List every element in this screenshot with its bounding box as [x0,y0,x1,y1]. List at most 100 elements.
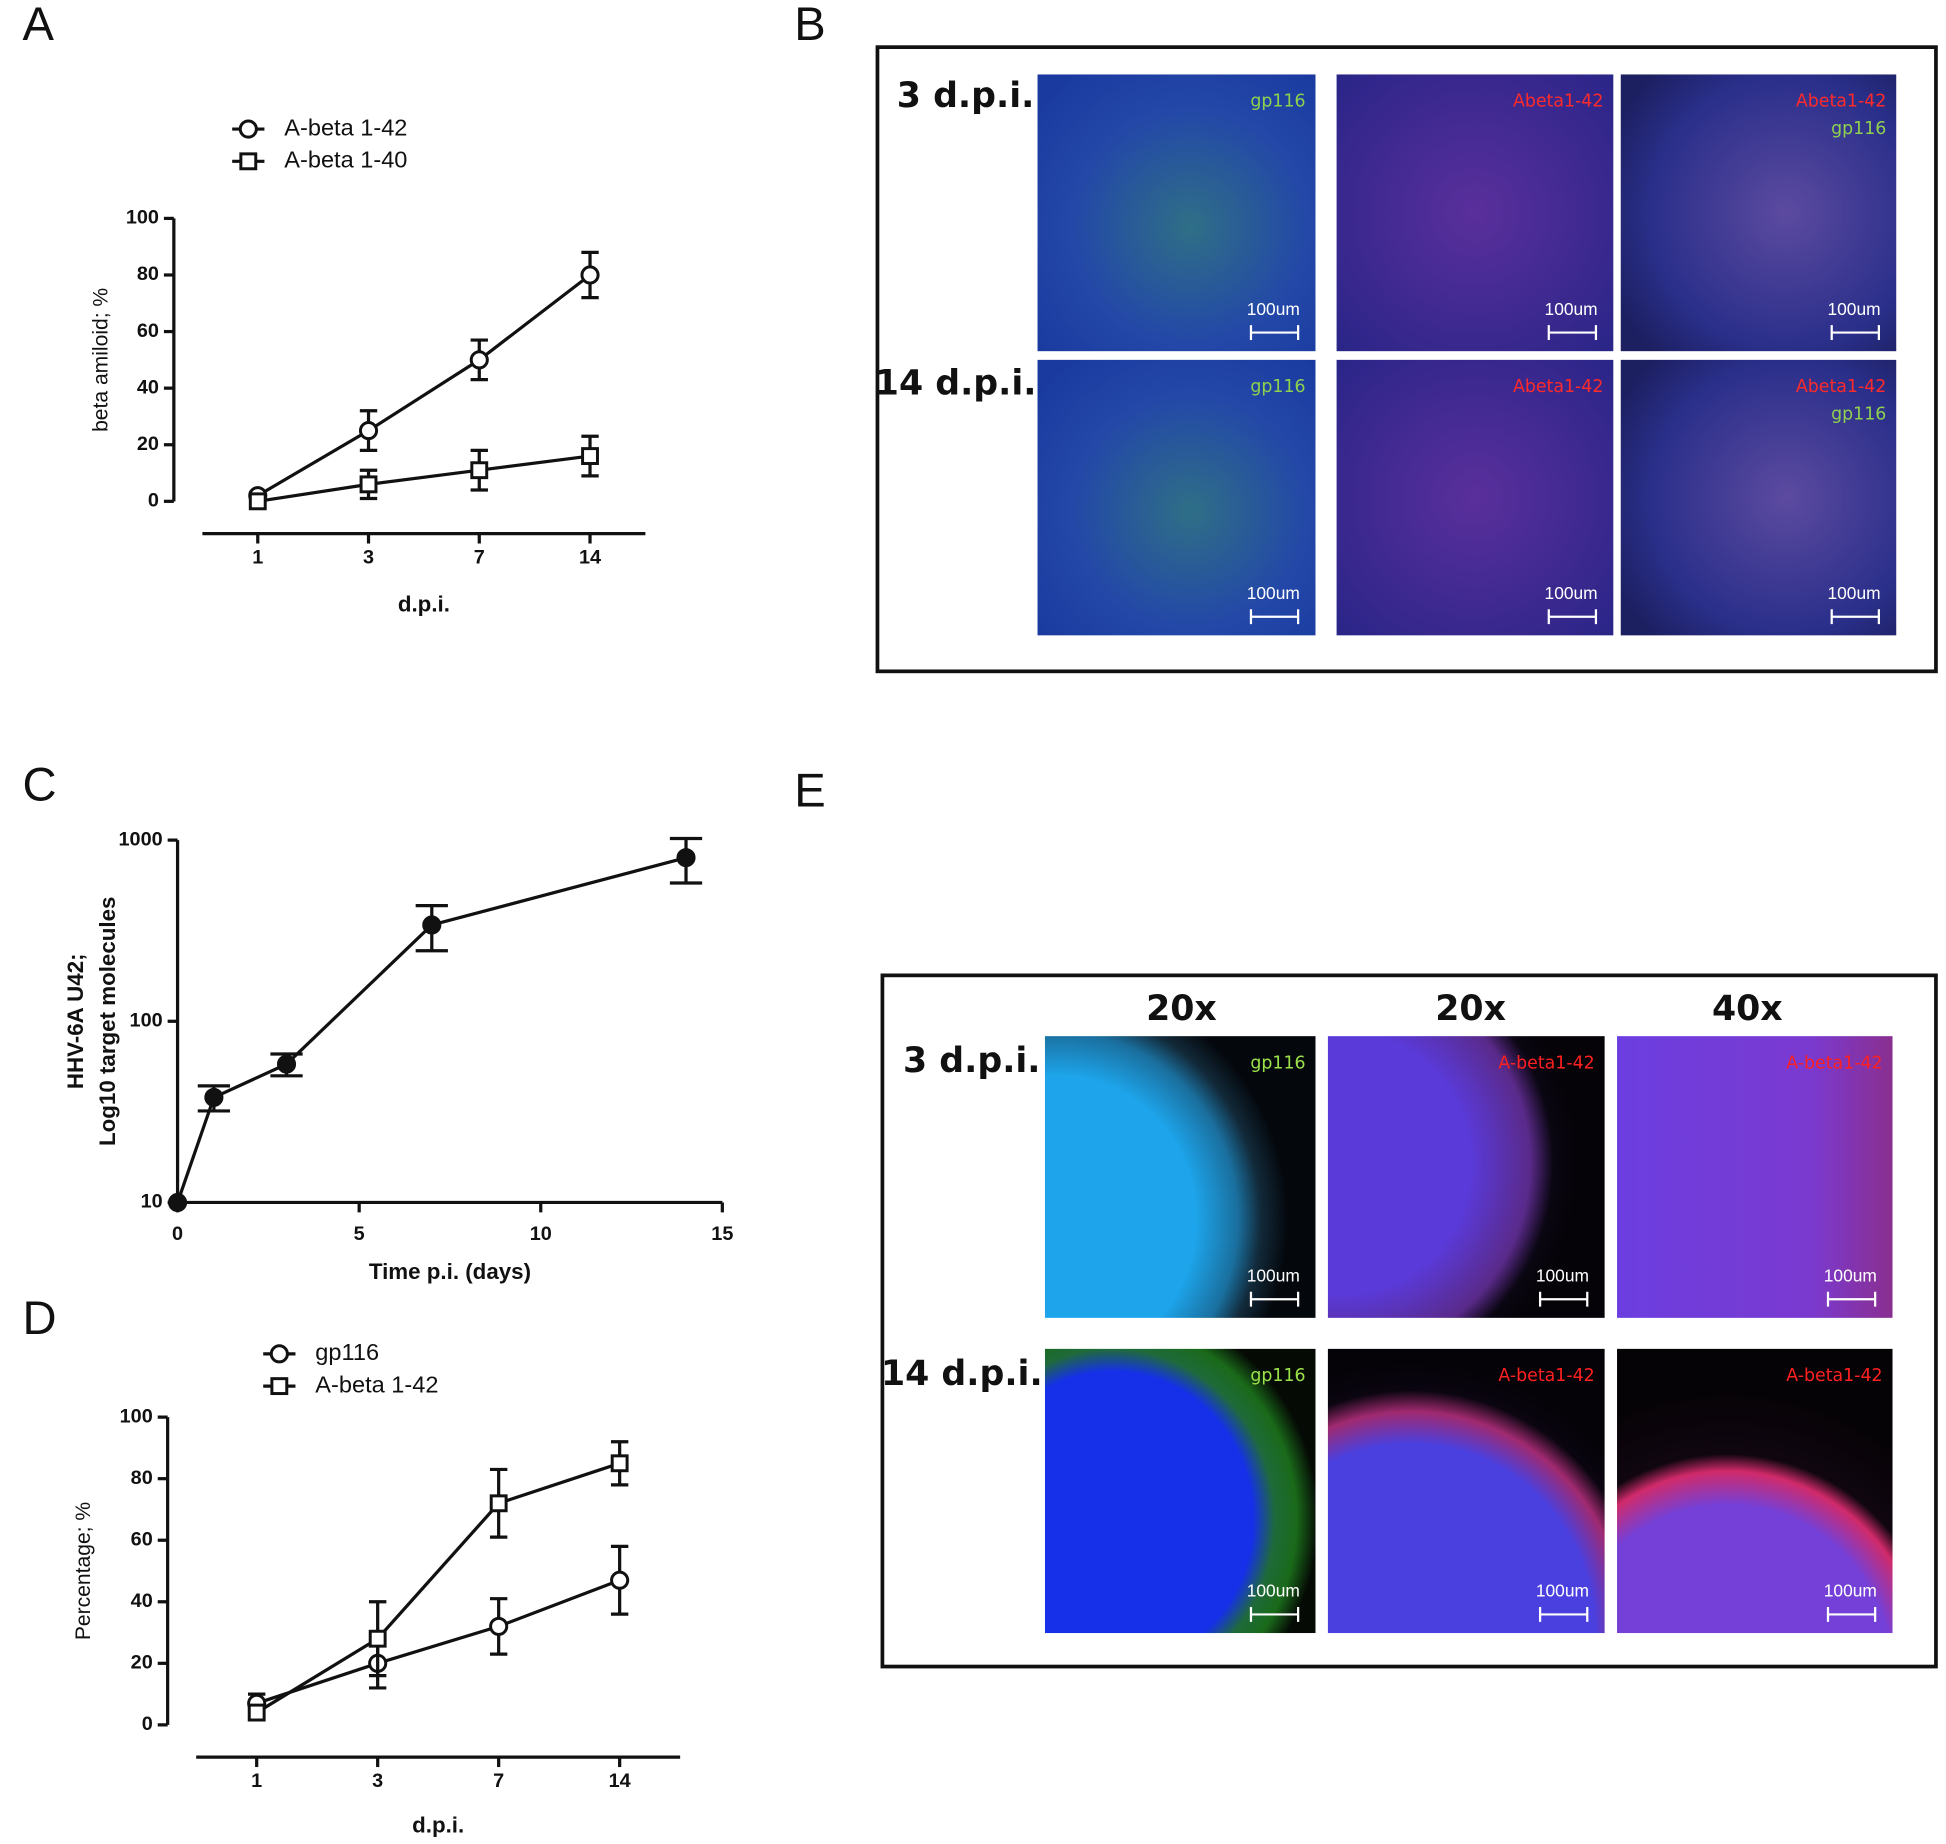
x-tick-label: 10 [530,1223,552,1245]
y-tick-label: 40 [131,1590,153,1612]
scale-label: 100um [1824,1265,1877,1285]
row-label: 3 d.p.i. [903,1041,1040,1081]
x-axis-label: Time p.i. (days) [369,1259,531,1284]
row-label: 14 d.p.i. [875,364,1037,404]
column-label: 40x [1712,989,1783,1029]
micrograph [1336,74,1614,352]
y-axis-label: HHV-6A U42; [63,953,88,1089]
data-point [469,350,489,370]
scale-label: 100um [1247,1265,1300,1285]
scale-bar [1547,609,1598,625]
row-label: 14 d.p.i. [881,1354,1043,1394]
row-label: 3 d.p.i. [897,76,1034,116]
series-line [256,1578,621,1705]
panel-label: C [22,757,56,810]
panel-label: A [22,0,54,50]
legend-marker [238,119,258,139]
micrograph [1336,359,1614,636]
stain-label: A-beta1-42 [1786,1053,1882,1073]
series-line [255,1461,621,1714]
y-axis-label: Percentage; % [72,1502,95,1640]
stain-label: gp116 [1250,1053,1305,1073]
scale-label: 100um [1247,583,1300,603]
stain-label: Abeta1-42 [1796,92,1886,112]
scale-bar [1249,325,1300,341]
scale-bar [1538,1291,1589,1307]
data-point [247,1703,266,1722]
x-tick-label: 14 [579,547,601,569]
y-tick-label: 60 [137,320,159,342]
stain-label: gp116 [1831,119,1886,139]
series-line [256,273,592,498]
scale-bar [1547,325,1598,341]
x-tick-label: 14 [609,1770,631,1792]
data-point [610,1570,630,1590]
scale-bar [1249,1291,1300,1307]
y-tick-label: 10 [141,1191,163,1213]
panel-frame [880,973,1938,1669]
y-tick-label: 20 [137,433,159,455]
data-point [489,1616,509,1636]
micrograph [1044,1036,1316,1318]
micrograph [1037,74,1316,352]
micrograph [1617,1036,1893,1318]
data-point [276,1054,297,1074]
stain-label: Abeta1-42 [1796,377,1886,397]
stain-label: gp116 [1250,92,1305,112]
scale-label: 100um [1247,1581,1300,1601]
data-point [204,1087,224,1107]
x-tick-label: 7 [474,547,485,569]
scale-bar [1249,609,1300,625]
panel-label: E [794,764,825,817]
scale-bar [1830,325,1880,341]
scale-label: 100um [1828,583,1881,603]
x-tick-label: 15 [711,1223,733,1245]
panel-label: D [22,1291,56,1344]
scale-bar [1538,1606,1589,1622]
legend-marker [270,1377,289,1396]
x-tick-label: 3 [372,1770,383,1792]
legend-label: gp116 [315,1339,379,1365]
data-point [359,475,378,494]
y-tick-label: 100 [130,1010,163,1032]
x-tick-label: 1 [252,547,263,569]
column-label: 20x [1146,989,1217,1029]
legend-label: A-beta 1-42 [284,114,407,140]
data-point [581,447,599,465]
data-point [358,421,379,441]
legend-label: A-beta 1-40 [284,147,407,173]
data-point [248,492,267,511]
x-tick-label: 7 [493,1770,504,1792]
scale-label: 100um [1536,1581,1589,1601]
scale-label: 100um [1536,1265,1589,1285]
data-point [422,915,442,935]
data-point [580,265,600,285]
data-point [489,1494,508,1513]
y-tick-label: 20 [131,1652,153,1674]
y-tick-label: 60 [131,1528,153,1550]
x-tick-label: 0 [172,1223,183,1245]
scale-label: 100um [1247,299,1300,319]
micrograph [1620,359,1897,636]
data-point [676,848,696,868]
stain-label: A-beta1-42 [1498,1053,1594,1073]
y-tick-label: 40 [137,376,159,398]
data-point [168,1192,188,1213]
micrograph [1617,1348,1893,1634]
y-axis-label: Log10 target molecules [95,897,120,1146]
stain-label: Abeta1-42 [1513,377,1603,397]
scale-label: 100um [1545,299,1598,319]
micrograph [1620,74,1897,352]
scale-bar [1830,609,1880,625]
y-tick-label: 1000 [119,828,163,850]
data-point [470,461,489,480]
stain-label: gp116 [1831,404,1886,424]
legend-marker [269,1344,289,1364]
stain-label: Abeta1-42 [1513,92,1603,112]
scale-bar [1826,1606,1877,1622]
x-axis-label: d.p.i. [398,591,450,616]
data-point [368,1629,387,1648]
scale-label: 100um [1824,1581,1877,1601]
y-tick-label: 100 [126,207,159,229]
